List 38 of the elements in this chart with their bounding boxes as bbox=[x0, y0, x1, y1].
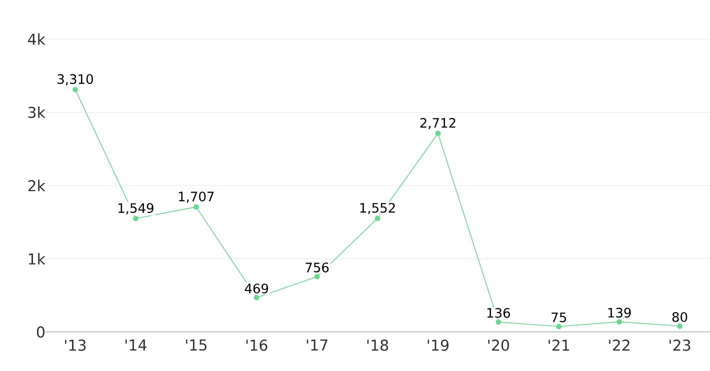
point bbox=[435, 130, 441, 136]
point bbox=[677, 323, 682, 329]
x-tick-label: '23 bbox=[670, 340, 690, 351]
data-label: 469 bbox=[244, 284, 268, 294]
data-label: 1,707 bbox=[178, 192, 214, 203]
x-tick-label: '20 bbox=[488, 340, 510, 351]
x-tick-label: '21 bbox=[548, 340, 570, 351]
point bbox=[314, 274, 320, 280]
data-label: 139 bbox=[608, 308, 631, 318]
y-tick-label: 3k bbox=[28, 106, 46, 118]
data-label: 2,712 bbox=[420, 118, 456, 130]
x-tick-label: '13 bbox=[65, 340, 86, 351]
y-tick-label: 0 bbox=[36, 326, 44, 338]
data-label: 756 bbox=[306, 262, 329, 272]
x-tick-label: '14 bbox=[126, 340, 146, 350]
point bbox=[132, 216, 138, 222]
x-tick-label: '15 bbox=[186, 340, 206, 351]
x-tick-label: '19 bbox=[428, 340, 448, 351]
y-tick-label: 1k bbox=[28, 253, 46, 264]
x-tick-label: '16 bbox=[246, 340, 268, 351]
point bbox=[193, 204, 199, 210]
data-label: 1,549 bbox=[118, 203, 154, 214]
x-tick-label: '17 bbox=[306, 340, 328, 350]
data-label: 3,310 bbox=[58, 74, 93, 86]
y-tick-label: 4k bbox=[28, 33, 46, 45]
y-tick-label: 2k bbox=[28, 180, 46, 192]
data-label: 136 bbox=[487, 308, 510, 318]
data-label: 1,552 bbox=[360, 202, 395, 214]
point bbox=[254, 294, 260, 300]
x-tick-label: '22 bbox=[609, 340, 630, 351]
point bbox=[616, 319, 622, 325]
data-label: 75 bbox=[552, 312, 566, 322]
data-label: 80 bbox=[672, 312, 688, 322]
point bbox=[72, 86, 78, 92]
point bbox=[556, 324, 562, 330]
point bbox=[374, 216, 380, 221]
point bbox=[496, 319, 502, 325]
x-tick-label: '18 bbox=[367, 340, 388, 351]
